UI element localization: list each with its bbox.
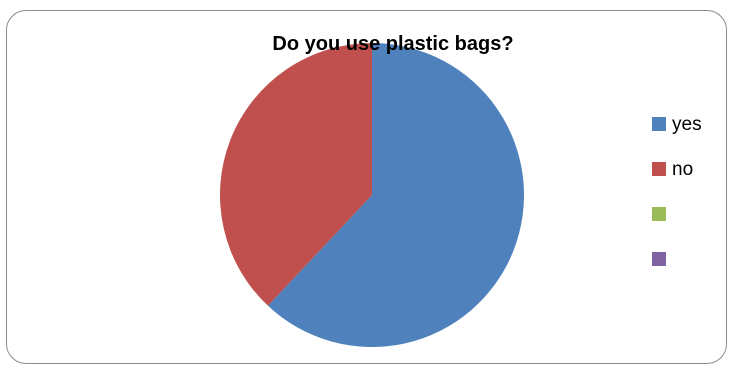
pie-slices — [220, 43, 525, 347]
legend-swatch-1 — [652, 117, 666, 131]
legend-swatch-2 — [652, 162, 666, 176]
legend-swatch-4 — [652, 252, 666, 266]
chart-title: Do you use plastic bags? — [272, 33, 513, 55]
legend-label-1: yes — [672, 114, 702, 135]
legend-label-2: no — [672, 159, 693, 180]
pie-slice-no — [220, 43, 372, 306]
pie-slice-yes — [267, 43, 525, 347]
legend: yes no — [652, 114, 702, 266]
legend-swatch-3 — [652, 207, 666, 221]
